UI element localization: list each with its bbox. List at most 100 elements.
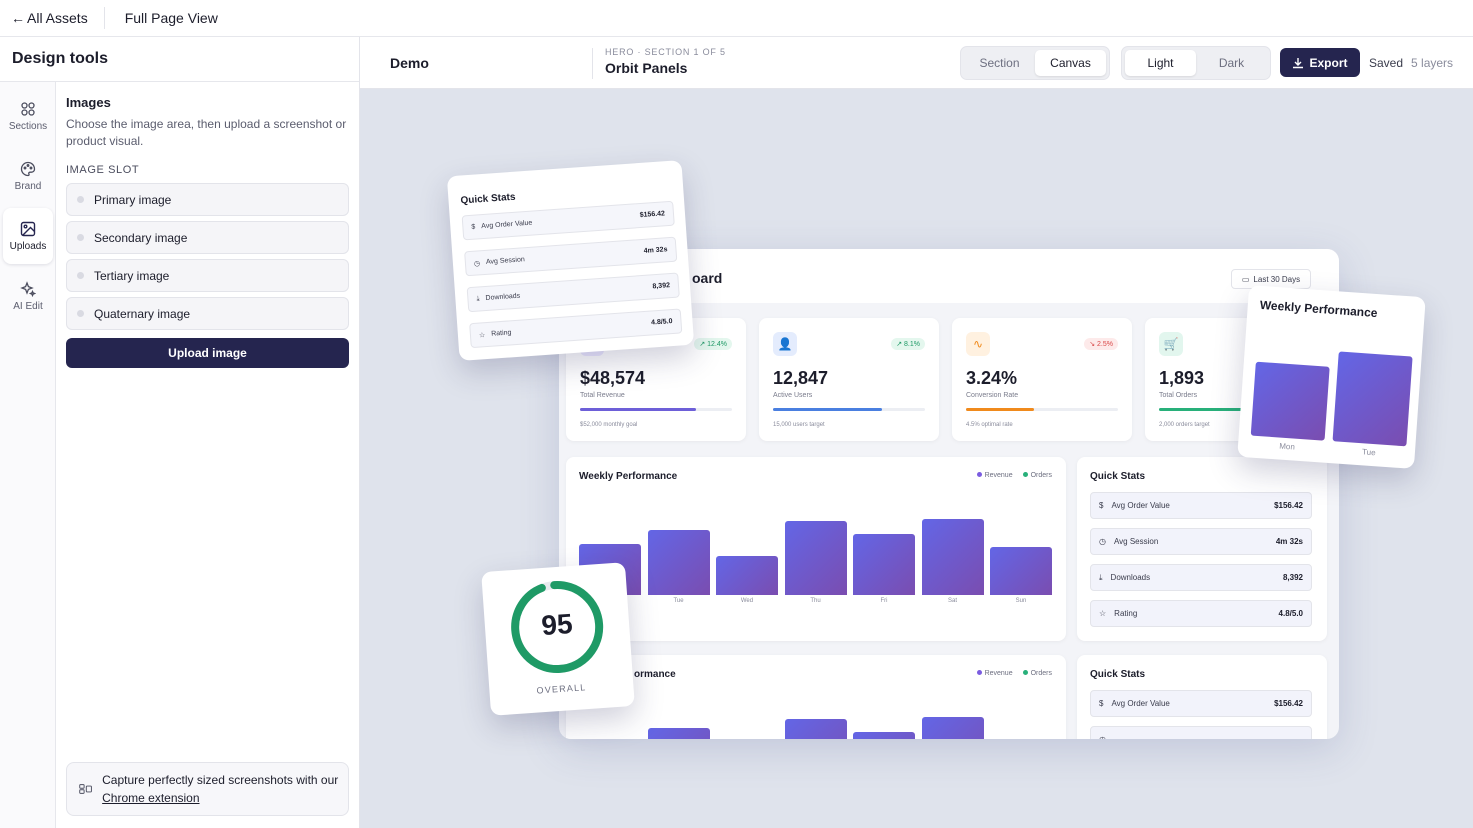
full-page-view-link[interactable]: Full Page View — [124, 10, 218, 26]
users-icon: 👤 — [773, 332, 797, 356]
mode-section[interactable]: Section — [979, 56, 1020, 70]
rail-item-brand[interactable]: Brand — [3, 148, 53, 204]
images-description: Choose the image area, then upload a scr… — [66, 117, 347, 148]
star-icon: ☆ — [478, 331, 486, 340]
floating-score-card[interactable]: 95 OVERALL — [481, 562, 635, 716]
arrow-left-icon: ← — [11, 10, 25, 26]
clock-icon: ◷ — [1099, 537, 1106, 546]
upload-image-button[interactable]: Upload image — [66, 338, 349, 368]
day-label: Tue — [673, 598, 684, 604]
day-label: Fri — [880, 598, 888, 604]
slot-secondary[interactable]: Secondary image — [66, 221, 349, 254]
cart-icon: 🛒 — [1159, 332, 1183, 356]
bar-thu — [784, 521, 847, 595]
images-title: Images — [66, 95, 111, 110]
floating-weekly-performance[interactable]: Weekly Performance Mon Tue — [1237, 285, 1426, 469]
progress-bar — [966, 408, 1118, 411]
bar-sat — [921, 519, 984, 595]
legend: Revenue Orders — [976, 472, 1052, 479]
slot-quaternary[interactable]: Quaternary image — [66, 297, 349, 330]
stat-row: $ Avg Order Value $156.42 — [461, 200, 675, 241]
save-status: Saved 5 layers — [1369, 56, 1454, 70]
top-bar: ← All Assets Full Page View — [0, 0, 1473, 37]
slot-tertiary[interactable]: Tertiary image — [66, 259, 349, 292]
stat-row: ◷ Avg Session 4m 32s — [1090, 528, 1312, 555]
bar-thu — [784, 719, 847, 739]
sparkle-icon — [20, 280, 36, 297]
progress-bar — [580, 408, 732, 411]
radio-dot-icon — [77, 196, 84, 203]
theme-toggle: Light Dark — [1121, 46, 1271, 80]
weekly-performance-card-2: ormance Revenue Orders — [566, 655, 1066, 739]
project-name: Demo — [390, 55, 429, 71]
stat-row: ⤓ Downloads 8,392 — [466, 272, 680, 313]
rail-item-uploads[interactable]: Uploads — [3, 208, 53, 264]
day-label: Sun — [1015, 598, 1027, 604]
sidebar-title: Design tools — [0, 37, 359, 82]
bar-fri — [853, 732, 915, 739]
legend: Revenue Orders — [976, 670, 1052, 677]
theme-dark[interactable]: Dark — [1218, 56, 1245, 70]
stat-row: ☆ Rating 4.8/5.0 — [1090, 600, 1312, 627]
dollar-icon: $ — [471, 223, 476, 231]
slot-primary[interactable]: Primary image — [66, 183, 349, 216]
radio-dot-icon — [77, 310, 84, 317]
bar-tue — [647, 727, 710, 739]
canvas[interactable]: oard ▭Last 30 Days $ ↗ 12.4% $48,574 Tot… — [360, 89, 1473, 828]
screenshot-icon — [79, 784, 92, 794]
download-icon: ⤓ — [476, 294, 480, 303]
export-button[interactable]: Export — [1280, 48, 1360, 77]
bar-fri — [853, 534, 915, 595]
change-badge: ↘ 2.5% — [1084, 338, 1118, 350]
image-icon — [20, 221, 36, 236]
weekly-performance-card: Weekly Performance Revenue Orders MonTue… — [566, 457, 1066, 641]
image-slot-label: IMAGE SLOT — [66, 164, 140, 176]
day-label: Thu — [810, 598, 821, 604]
download-icon: ⤓ — [1099, 572, 1103, 582]
stat-row: $ Avg Order Value $156.42 — [1090, 492, 1312, 519]
images-panel: Images Choose the image area, then uploa… — [66, 95, 349, 368]
chrome-extension-link[interactable]: Chrome extension — [102, 791, 200, 805]
main-area: Demo HERO · SECTION 1 OF 5 Orbit Panels … — [360, 37, 1473, 828]
divider — [103, 7, 105, 29]
back-link[interactable]: ← All Assets — [11, 10, 88, 26]
bar-chart — [579, 705, 1055, 739]
bar-chart — [579, 507, 1055, 595]
progress-bar — [1159, 408, 1311, 411]
stat-row: ◷ Avg Session 4m 32s — [464, 236, 678, 277]
change-badge: ↗ 12.4% — [694, 338, 732, 350]
rail-item-sections[interactable]: Sections — [3, 88, 53, 144]
day-label: Mon — [1278, 441, 1296, 452]
tool-rail: Sections Brand Uploads AI Edit — [0, 82, 56, 828]
kpi-card: ∿ ↘ 2.5% 3.24% Conversion Rate 4.5% opti… — [952, 318, 1132, 441]
mode-canvas[interactable]: Canvas — [1035, 50, 1106, 76]
clock-icon: ◷ — [1099, 735, 1106, 739]
activity-icon: ∿ — [966, 332, 990, 356]
palette-icon — [20, 161, 36, 176]
grid-icon — [21, 101, 35, 116]
theme-light[interactable]: Light — [1125, 50, 1196, 76]
bar-wed — [716, 556, 778, 595]
bar — [1250, 361, 1330, 441]
layer-count: 5 layers — [1411, 56, 1454, 70]
radio-dot-icon — [77, 272, 84, 279]
floating-quick-stats[interactable]: Quick Stats $ Avg Order Value $156.42 ◷ Avg… — [446, 160, 695, 361]
bar-sun — [990, 547, 1052, 595]
bar-sat — [921, 717, 984, 739]
day-label: Wed — [740, 598, 754, 604]
dollar-icon: $ — [1099, 699, 1104, 708]
quick-stats-card-2: Quick Stats $Avg Order Value$156.42 ◷ — [1077, 655, 1327, 739]
mode-toggle: Section Canvas — [960, 46, 1110, 80]
stat-row: ◷ — [1090, 726, 1312, 739]
dollar-icon: $ — [1099, 501, 1104, 510]
radio-dot-icon — [77, 234, 84, 241]
bar-tue — [647, 529, 710, 595]
score-ring — [511, 581, 604, 674]
change-badge: ↗ 8.1% — [891, 338, 925, 350]
kpi-card: 👤 ↗ 8.1% 12,847 Active Users 15,000 user… — [759, 318, 939, 441]
stat-row: $ Avg Order Value $156.42 — [1090, 690, 1312, 717]
progress-bar — [773, 408, 925, 411]
chrome-extension-promo: Capture perfectly sized screenshots with… — [66, 762, 349, 816]
rail-item-ai-edit[interactable]: AI Edit — [3, 268, 53, 324]
stat-row: ☆ Rating 4.8/5.0 — [469, 308, 683, 349]
